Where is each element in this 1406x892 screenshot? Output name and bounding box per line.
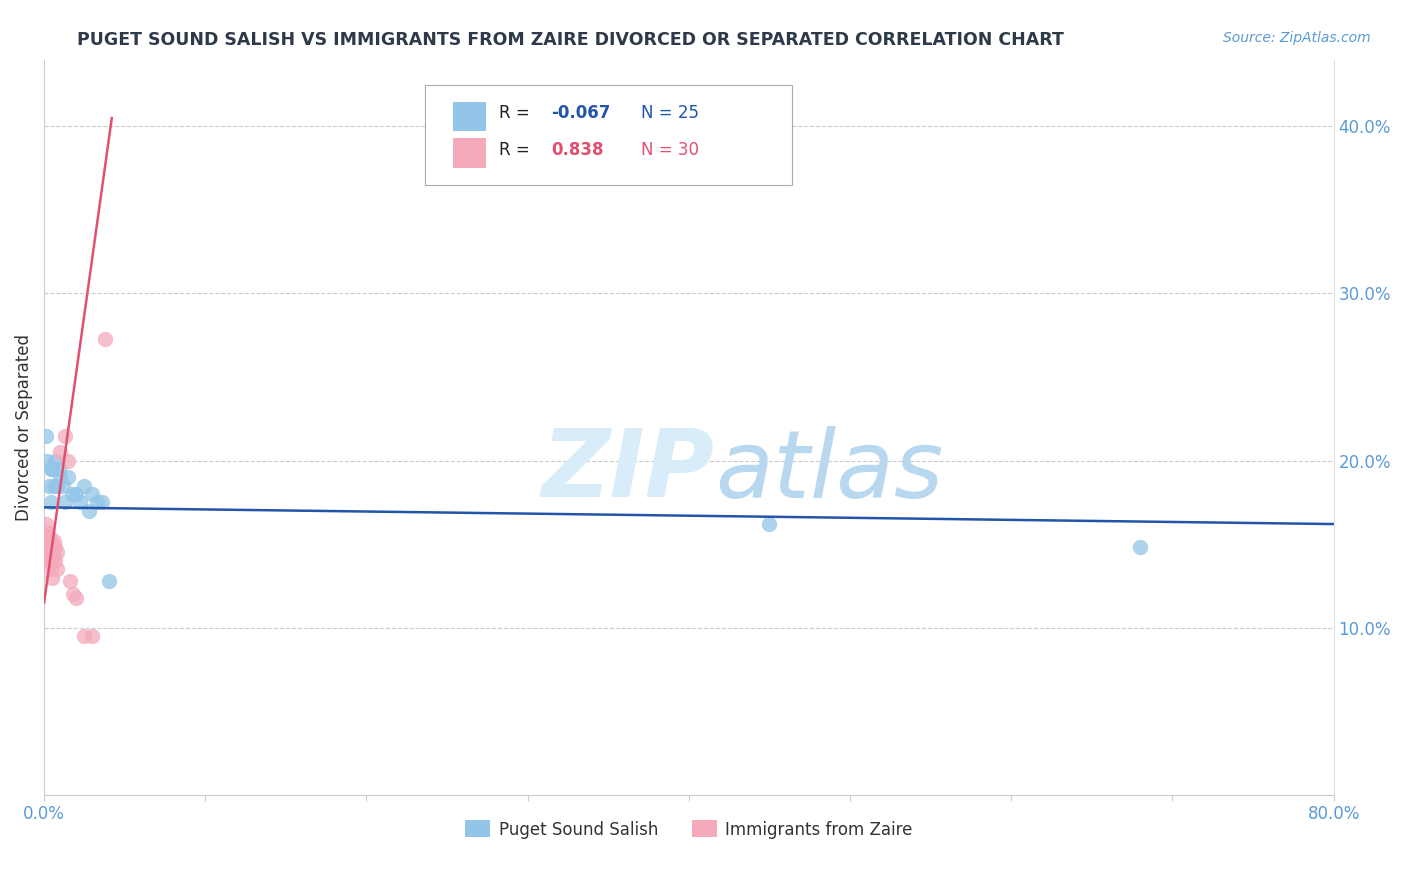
- Point: [38, 554, 60, 568]
- Point: [77, 504, 100, 518]
- Point: [46, 562, 69, 576]
- Point: [49, 445, 72, 459]
- Text: PUGET SOUND SALISH VS IMMIGRANTS FROM ZAIRE DIVORCED OR SEPARATED CORRELATION CH: PUGET SOUND SALISH VS IMMIGRANTS FROM ZA…: [77, 31, 1064, 49]
- FancyBboxPatch shape: [425, 86, 792, 185]
- Point: [91, 495, 114, 509]
- Text: Source: ZipAtlas.com: Source: ZipAtlas.com: [1223, 31, 1371, 45]
- Point: [65, 591, 87, 605]
- Bar: [453, 102, 486, 131]
- Point: [42, 533, 65, 548]
- Point: [41, 570, 63, 584]
- Point: [39, 545, 62, 559]
- Point: [39, 462, 62, 476]
- Point: [58, 453, 80, 467]
- Point: [39, 533, 62, 548]
- Point: [53, 428, 76, 442]
- Point: [44, 554, 66, 568]
- Point: [62, 587, 84, 601]
- Point: [44, 541, 66, 555]
- Bar: [453, 138, 486, 168]
- Point: [41, 554, 63, 568]
- Point: [35, 541, 58, 555]
- Point: [37, 550, 59, 565]
- Point: [35, 428, 58, 442]
- Point: [73, 478, 96, 492]
- Point: [39, 495, 62, 509]
- Point: [82, 487, 104, 501]
- Point: [41, 462, 63, 476]
- Point: [38, 541, 60, 555]
- Point: [53, 495, 76, 509]
- Point: [65, 487, 87, 501]
- Point: [48, 462, 70, 476]
- Point: [86, 495, 108, 509]
- Point: [38, 529, 60, 543]
- Legend: Puget Sound Salish, Immigrants from Zaire: Puget Sound Salish, Immigrants from Zair…: [458, 814, 920, 846]
- Point: [59, 574, 82, 588]
- Point: [52, 478, 75, 492]
- Point: [758, 517, 780, 532]
- Text: -0.067: -0.067: [551, 104, 610, 122]
- Text: 0.838: 0.838: [551, 141, 603, 159]
- Y-axis label: Divorced or Separated: Divorced or Separated: [15, 334, 32, 521]
- Point: [42, 549, 65, 563]
- Point: [37, 525, 59, 540]
- Point: [35, 517, 58, 532]
- Text: R =: R =: [499, 104, 536, 122]
- Point: [82, 629, 104, 643]
- Text: N = 30: N = 30: [641, 141, 699, 159]
- Text: R =: R =: [499, 141, 536, 159]
- Point: [60, 487, 83, 501]
- Point: [41, 541, 63, 555]
- Text: atlas: atlas: [714, 425, 943, 516]
- Text: ZIP: ZIP: [541, 425, 714, 517]
- Point: [73, 629, 96, 643]
- Point: [38, 478, 60, 492]
- Point: [39, 562, 62, 576]
- Point: [44, 453, 66, 467]
- Point: [42, 478, 65, 492]
- Point: [69, 495, 91, 509]
- Point: [94, 332, 117, 346]
- Point: [58, 470, 80, 484]
- Text: N = 25: N = 25: [641, 104, 699, 122]
- Point: [46, 478, 69, 492]
- Point: [49, 470, 72, 484]
- Point: [37, 537, 59, 551]
- Point: [37, 453, 59, 467]
- Point: [97, 574, 120, 588]
- Point: [35, 529, 58, 543]
- Point: [1129, 541, 1152, 555]
- Point: [46, 545, 69, 559]
